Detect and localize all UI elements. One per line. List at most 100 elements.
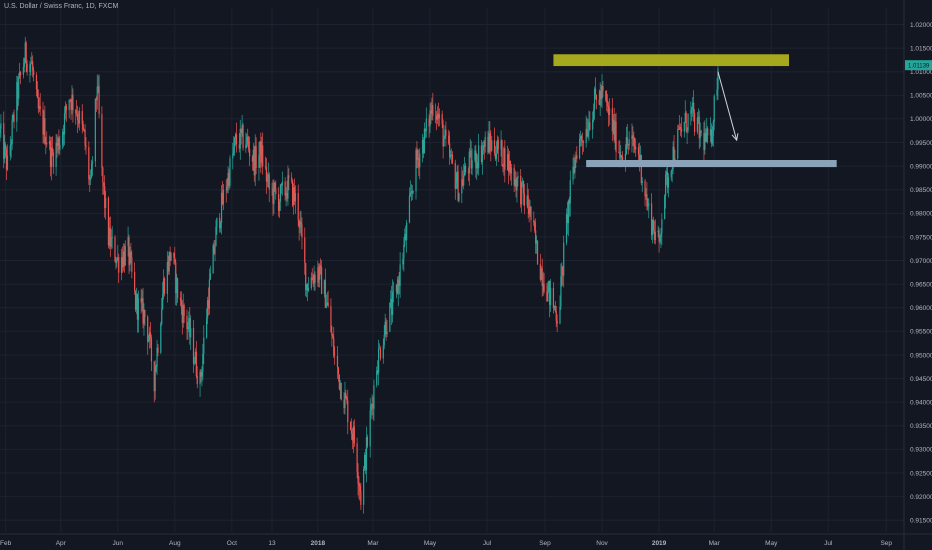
x-tick-label: Sep xyxy=(880,540,892,547)
candle-body xyxy=(196,375,198,385)
candle-body xyxy=(607,106,610,115)
candle-body xyxy=(298,219,300,228)
candle-body xyxy=(507,153,509,171)
candle-body xyxy=(225,189,227,191)
candle-body xyxy=(107,197,110,246)
candle-body xyxy=(612,119,614,132)
candle-body xyxy=(534,222,536,231)
candle-layer xyxy=(0,36,719,514)
candle-body xyxy=(293,187,296,202)
candle-body xyxy=(392,292,394,315)
candle-body xyxy=(65,105,67,111)
candle-body xyxy=(626,137,628,145)
candle-body xyxy=(621,155,623,158)
candle-body xyxy=(589,122,591,130)
candle-body xyxy=(684,112,686,122)
candle-body xyxy=(587,131,589,137)
candle-body xyxy=(449,143,451,158)
candle-body xyxy=(533,220,535,223)
candle-body xyxy=(376,370,378,386)
candle-body xyxy=(212,245,214,274)
candle-body xyxy=(515,179,517,191)
candle-body xyxy=(215,226,217,247)
candle-body xyxy=(659,236,661,242)
candle-body xyxy=(672,146,674,170)
candle-body xyxy=(337,367,340,375)
candle-body xyxy=(193,363,196,364)
candle-body xyxy=(148,340,150,342)
x-tick-label: 2018 xyxy=(311,540,326,547)
candle-body xyxy=(262,145,264,167)
candle-body xyxy=(664,195,666,220)
candle-body xyxy=(494,153,497,160)
x-tick-label: Mar xyxy=(709,540,721,547)
candle-body xyxy=(0,128,1,134)
candle-body xyxy=(536,240,539,265)
candle-body xyxy=(144,309,146,317)
candle-body xyxy=(690,110,692,114)
x-tick-label: Oct xyxy=(227,540,237,547)
support-zone[interactable] xyxy=(586,160,837,168)
candle-body xyxy=(706,128,708,142)
x-tick-label: Jul xyxy=(483,540,492,547)
candle-body xyxy=(712,121,714,137)
y-tick-label: 0.95500 xyxy=(910,329,932,336)
candle-body xyxy=(522,181,525,194)
candle-body xyxy=(471,160,473,169)
candle-body xyxy=(540,268,542,280)
y-tick-label: 0.97500 xyxy=(910,234,932,241)
candle-body xyxy=(118,257,120,273)
candle-body xyxy=(428,118,430,127)
candle-body xyxy=(541,268,543,286)
candle-body xyxy=(26,63,28,72)
candle-body xyxy=(601,85,603,99)
candle-body xyxy=(622,157,624,161)
candle-body xyxy=(154,371,156,392)
candle-body xyxy=(495,153,498,160)
candle-body xyxy=(267,174,269,178)
candle-body xyxy=(430,110,432,115)
candle-body xyxy=(115,261,117,264)
candle-body xyxy=(70,100,72,110)
candle-body xyxy=(647,205,649,207)
candle-body xyxy=(618,152,620,153)
candle-body xyxy=(29,64,31,72)
candle-body xyxy=(175,262,177,294)
candle-body xyxy=(602,85,604,91)
annotation-layer[interactable] xyxy=(553,54,837,168)
candle-body xyxy=(310,277,312,289)
candle-body xyxy=(360,491,362,505)
candle-body xyxy=(653,230,655,240)
candle-body xyxy=(529,206,531,215)
candle-body xyxy=(43,118,45,135)
candle-body xyxy=(633,136,635,146)
candle-body xyxy=(258,155,260,168)
candle-body xyxy=(496,140,498,154)
candle-body xyxy=(155,366,157,372)
candle-body xyxy=(476,162,478,169)
resistance-zone[interactable] xyxy=(553,54,790,67)
candle-body xyxy=(704,132,706,150)
candle-body xyxy=(277,194,280,211)
candle-body xyxy=(232,153,234,159)
candle-body xyxy=(261,145,263,163)
candle-body xyxy=(477,162,479,169)
candle-body xyxy=(567,200,569,224)
candle-body xyxy=(177,278,179,299)
candle-body xyxy=(104,186,106,208)
candle-body xyxy=(173,253,175,258)
down-arrow[interactable] xyxy=(717,71,739,142)
candle-body xyxy=(385,321,387,334)
candle-body xyxy=(147,316,149,342)
candle-body xyxy=(62,131,64,145)
candle-body xyxy=(0,123,2,129)
candle-body xyxy=(169,251,171,261)
candle-body xyxy=(220,192,223,223)
candle-body xyxy=(102,167,104,183)
candle-body xyxy=(45,142,47,144)
candle-body xyxy=(640,154,642,184)
candle-body xyxy=(527,195,529,209)
candle-body xyxy=(654,232,656,240)
candle-body xyxy=(370,406,372,411)
